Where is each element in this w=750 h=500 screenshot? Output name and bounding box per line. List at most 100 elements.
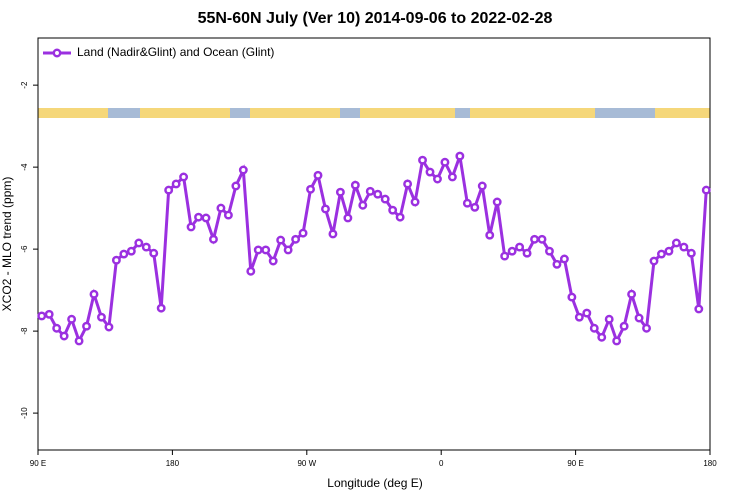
data-point xyxy=(335,187,345,197)
x-tick-label: 90 W xyxy=(297,459,316,468)
data-point xyxy=(545,246,554,256)
y-tick-label: -2 xyxy=(20,81,29,89)
data-point xyxy=(261,245,271,255)
data-point xyxy=(291,234,301,244)
x-tick-label: 90 E xyxy=(567,459,583,468)
data-point xyxy=(89,289,99,299)
data-point xyxy=(477,181,487,191)
data-point xyxy=(395,212,405,222)
data-point xyxy=(619,321,629,331)
data-point xyxy=(373,189,383,199)
data-point xyxy=(209,234,218,244)
series-line xyxy=(41,155,708,345)
data-point xyxy=(149,248,159,258)
data-point xyxy=(298,228,308,238)
data-point xyxy=(253,245,263,255)
data-point xyxy=(664,246,674,256)
data-point xyxy=(507,246,517,256)
data-point xyxy=(403,179,413,189)
map-land xyxy=(360,108,455,118)
data-point xyxy=(440,157,450,167)
map-band xyxy=(38,108,710,118)
data-point xyxy=(44,309,54,319)
x-tick-label: 180 xyxy=(166,459,180,468)
data-point xyxy=(589,323,599,333)
map-land xyxy=(250,108,340,118)
x-tick-label: 90 E xyxy=(30,459,46,468)
map-land xyxy=(38,108,108,118)
data-point xyxy=(485,230,495,240)
data-point xyxy=(179,172,189,182)
y-tick-label: -8 xyxy=(20,327,29,335)
data-point xyxy=(657,249,666,259)
data-point xyxy=(462,198,472,208)
data-point xyxy=(679,242,689,252)
data-point xyxy=(686,248,696,258)
data-point xyxy=(246,266,256,276)
data-point xyxy=(231,181,241,191)
data-point xyxy=(537,234,547,244)
data-point xyxy=(358,200,368,210)
map-land xyxy=(140,108,230,118)
y-axis-label: XCO2 - MLO trend (ppm) xyxy=(0,177,14,312)
data-point xyxy=(582,308,592,318)
data-point xyxy=(447,172,457,182)
data-point xyxy=(328,229,338,239)
data-point xyxy=(343,213,353,223)
data-point xyxy=(223,210,233,220)
plot-frame xyxy=(37,37,711,451)
data-point xyxy=(380,194,390,204)
data-point xyxy=(171,179,181,189)
data-point xyxy=(701,185,711,195)
y-tick-label: -6 xyxy=(20,245,29,253)
data-point xyxy=(104,322,114,332)
data-point xyxy=(119,249,129,259)
data-point xyxy=(238,165,248,175)
data-point xyxy=(410,197,420,207)
data-point xyxy=(156,303,166,313)
data-point xyxy=(604,314,614,324)
data-point xyxy=(567,292,577,302)
data-point xyxy=(455,151,465,161)
data-point xyxy=(365,186,375,196)
data-point xyxy=(216,203,226,213)
map-land xyxy=(655,108,710,118)
data-point xyxy=(671,238,681,248)
data-point xyxy=(530,234,539,244)
data-point xyxy=(627,289,637,299)
data-point xyxy=(313,170,323,180)
data-point xyxy=(522,248,532,258)
y-tick-label: -4 xyxy=(20,163,29,171)
data-point xyxy=(559,254,569,264)
data-point xyxy=(634,313,644,323)
data-point xyxy=(612,336,622,346)
data-point xyxy=(433,174,442,184)
data-point xyxy=(141,242,151,252)
data-point xyxy=(134,238,144,248)
data-point xyxy=(492,197,502,207)
legend-marker xyxy=(52,48,62,58)
data-point xyxy=(97,312,106,322)
data-point xyxy=(649,256,659,266)
data-point xyxy=(268,256,278,266)
data-point xyxy=(164,185,174,195)
data-point xyxy=(306,184,315,194)
data-point xyxy=(37,311,47,321)
data-point xyxy=(201,213,211,223)
data-point xyxy=(283,245,293,255)
map-land xyxy=(470,108,595,118)
legend-label: Land (Nadir&Glint) and Ocean (Glint) xyxy=(77,45,274,59)
data-point xyxy=(321,204,330,214)
data-point xyxy=(350,180,360,190)
data-point xyxy=(186,222,196,232)
data-point xyxy=(194,212,203,222)
data-point xyxy=(694,304,704,314)
data-point xyxy=(59,331,69,341)
data-point xyxy=(552,259,562,269)
data-point xyxy=(418,155,427,165)
x-tick-label: 180 xyxy=(703,459,717,468)
y-tick-label: -10 xyxy=(20,407,29,419)
chart-title: 55N-60N July (Ver 10) 2014-09-06 to 2022… xyxy=(198,10,553,27)
data-point xyxy=(126,246,136,256)
data-point xyxy=(470,202,480,212)
